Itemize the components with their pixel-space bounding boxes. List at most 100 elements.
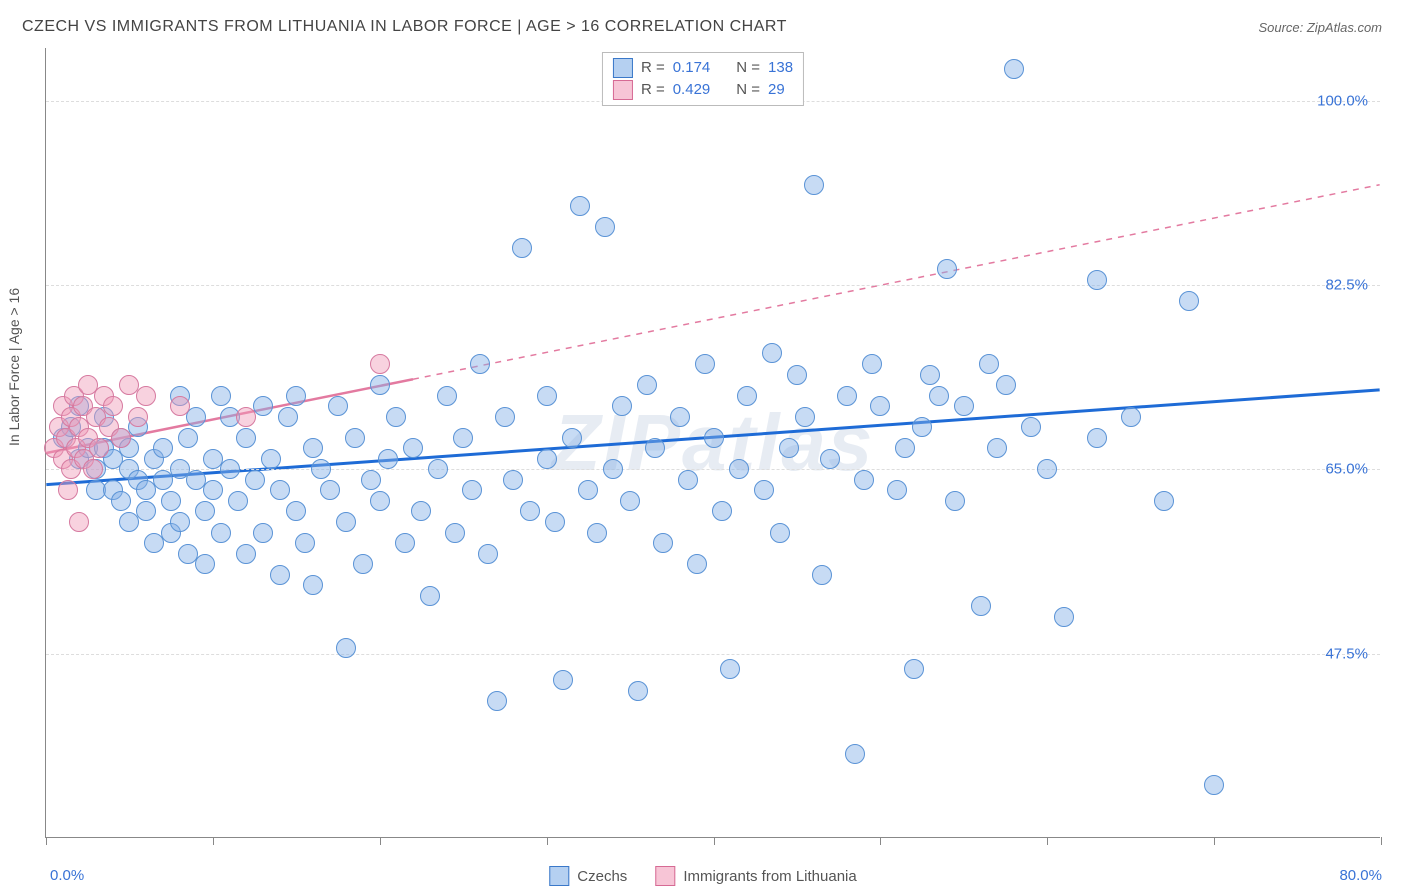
x-tick: [1047, 837, 1048, 845]
data-point: [161, 491, 181, 511]
n-value: 138: [768, 57, 793, 79]
data-point: [170, 512, 190, 532]
data-point: [704, 428, 724, 448]
data-point: [1037, 459, 1057, 479]
data-point: [612, 396, 632, 416]
data-point: [370, 491, 390, 511]
data-point: [195, 501, 215, 521]
data-point: [787, 365, 807, 385]
data-point: [670, 407, 690, 427]
data-point: [428, 459, 448, 479]
data-point: [386, 407, 406, 427]
r-value: 0.174: [673, 57, 711, 79]
data-point: [603, 459, 623, 479]
data-point: [553, 670, 573, 690]
data-point: [420, 586, 440, 606]
data-point: [562, 428, 582, 448]
data-point: [820, 449, 840, 469]
data-point: [236, 544, 256, 564]
n-value: 29: [768, 79, 785, 101]
data-point: [245, 470, 265, 490]
data-point: [945, 491, 965, 511]
x-tick: [880, 837, 881, 845]
data-point: [520, 501, 540, 521]
x-tick: [1214, 837, 1215, 845]
y-tick-label: 82.5%: [1325, 277, 1368, 294]
data-point: [378, 449, 398, 469]
data-point: [637, 375, 657, 395]
data-point: [578, 480, 598, 500]
data-point: [954, 396, 974, 416]
data-point: [303, 438, 323, 458]
legend-label: Czechs: [577, 868, 627, 885]
n-label: N =: [736, 79, 760, 101]
data-point: [912, 417, 932, 437]
data-point: [437, 386, 457, 406]
data-point: [83, 459, 103, 479]
trend-line: [413, 185, 1380, 379]
data-point: [286, 501, 306, 521]
r-value: 0.429: [673, 79, 711, 101]
data-point: [845, 744, 865, 764]
y-tick-label: 100.0%: [1317, 92, 1368, 109]
data-point: [645, 438, 665, 458]
data-point: [770, 523, 790, 543]
data-point: [211, 523, 231, 543]
x-axis-min-label: 0.0%: [50, 867, 84, 884]
data-point: [136, 386, 156, 406]
r-label: R =: [641, 79, 665, 101]
swatch-pink: [655, 866, 675, 886]
data-point: [136, 501, 156, 521]
data-point: [253, 523, 273, 543]
y-tick-label: 65.0%: [1325, 461, 1368, 478]
y-axis-label: In Labor Force | Age > 16: [6, 288, 22, 446]
data-point: [395, 533, 415, 553]
data-point: [537, 449, 557, 469]
data-point: [837, 386, 857, 406]
data-point: [361, 470, 381, 490]
data-point: [261, 449, 281, 469]
data-point: [1004, 59, 1024, 79]
data-point: [870, 396, 890, 416]
data-point: [89, 438, 109, 458]
series-legend: Czechs Immigrants from Lithuania: [549, 866, 856, 886]
data-point: [478, 544, 498, 564]
data-point: [128, 407, 148, 427]
data-point: [1087, 270, 1107, 290]
data-point: [737, 386, 757, 406]
data-point: [303, 575, 323, 595]
data-point: [987, 438, 1007, 458]
data-point: [236, 407, 256, 427]
data-point: [1054, 607, 1074, 627]
data-point: [754, 480, 774, 500]
data-point: [270, 480, 290, 500]
legend-label: Immigrants from Lithuania: [683, 868, 856, 885]
data-point: [720, 659, 740, 679]
legend-row: R = 0.429 N = 29: [613, 79, 793, 101]
data-point: [1087, 428, 1107, 448]
data-point: [211, 386, 231, 406]
data-point: [854, 470, 874, 490]
data-point: [320, 480, 340, 500]
data-point: [937, 259, 957, 279]
data-point: [370, 375, 390, 395]
x-tick: [380, 837, 381, 845]
x-tick: [213, 837, 214, 845]
data-point: [1204, 775, 1224, 795]
data-point: [186, 407, 206, 427]
data-point: [595, 217, 615, 237]
data-point: [178, 428, 198, 448]
data-point: [653, 533, 673, 553]
data-point: [587, 523, 607, 543]
data-point: [336, 638, 356, 658]
data-point: [1154, 491, 1174, 511]
data-point: [111, 428, 131, 448]
data-point: [762, 343, 782, 363]
data-point: [69, 512, 89, 532]
data-point: [58, 480, 78, 500]
data-point: [236, 428, 256, 448]
correlation-legend: R = 0.174 N = 138 R = 0.429 N = 29: [602, 52, 804, 106]
data-point: [153, 438, 173, 458]
gridline: [46, 469, 1380, 470]
data-point: [295, 533, 315, 553]
